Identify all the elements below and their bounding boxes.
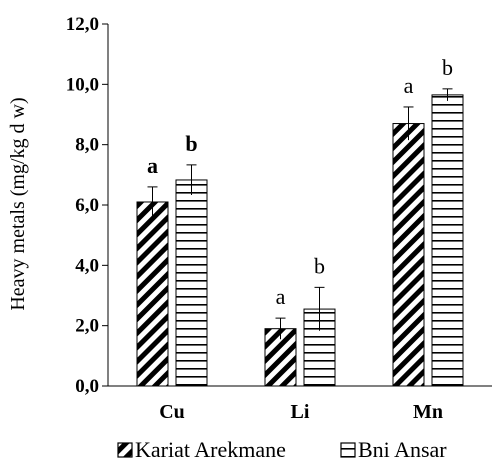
y-tick-label: 4,0 [75, 255, 99, 276]
y-tick-label: 6,0 [75, 195, 99, 216]
bar-kariat-arekmane-mn [392, 123, 425, 387]
bar-bni-ansar-mn [431, 94, 464, 387]
significance-labels: a b a b a b [147, 55, 453, 309]
legend: Kariat Arekmane Bni Ansar [117, 437, 447, 462]
legend-swatch-bni-ansar [340, 442, 356, 458]
y-axis-label: Heavy metals (mg/kg d w) [7, 97, 29, 310]
bar-bni-ansar-cu [175, 179, 208, 387]
y-tick-label: 12,0 [66, 14, 99, 35]
y-axis-ticks: 0,0 2,0 4,0 6,0 8,0 10,0 12,0 [66, 14, 108, 397]
category-label: Li [291, 401, 310, 423]
significance-label: a [276, 284, 286, 309]
error-bars [147, 88, 453, 340]
legend-item-kariat-arekmane: Kariat Arekmane [117, 437, 286, 462]
y-tick-label: 10,0 [66, 74, 99, 95]
legend-item-bni-ansar: Bni Ansar [340, 437, 447, 462]
bars [136, 94, 464, 387]
y-tick-label: 0,0 [75, 376, 99, 397]
significance-label: b [314, 253, 325, 278]
legend-label-bni-ansar: Bni Ansar [358, 437, 447, 462]
bar-kariat-arekmane-cu [136, 201, 169, 387]
legend-swatch-kariat-arekmane [117, 442, 133, 458]
category-label: Cu [159, 401, 185, 423]
y-tick-label: 8,0 [75, 135, 99, 156]
category-label: Mn [413, 401, 443, 423]
significance-label: b [442, 55, 453, 80]
significance-label: a [147, 153, 158, 178]
significance-label: b [185, 131, 197, 156]
y-tick-label: 2,0 [75, 316, 99, 337]
significance-label: a [404, 73, 414, 98]
category-labels: Cu Li Mn [159, 401, 443, 423]
legend-label-kariat-arekmane: Kariat Arekmane [135, 437, 286, 462]
